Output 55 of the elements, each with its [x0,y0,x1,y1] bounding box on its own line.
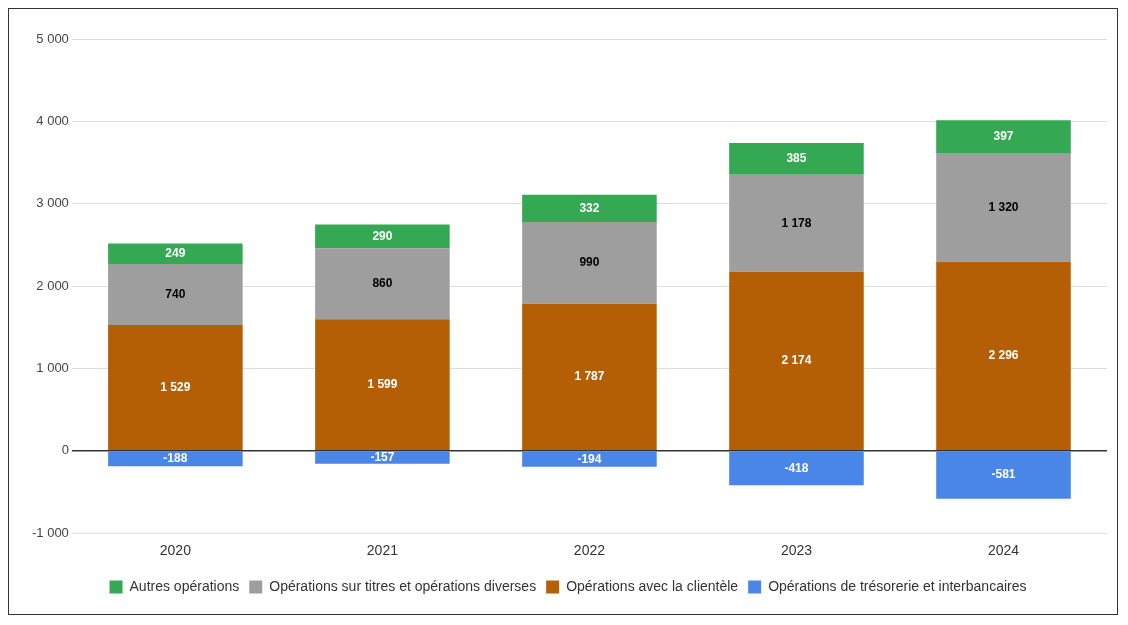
data-label: 1 599 [367,376,398,391]
bar [522,303,657,451]
bar [936,153,1071,262]
data-label: 332 [579,200,600,215]
bar [729,271,864,451]
data-label: -188 [163,451,188,466]
y-tick-label: 1 000 [36,360,69,376]
y-tick-label: 4 000 [36,112,69,128]
bar [522,222,657,304]
data-label: -581 [991,467,1016,482]
y-tick-label: 2 000 [36,277,69,293]
data-label: 397 [993,128,1014,143]
x-tick-label: 2021 [366,542,399,559]
bar [315,319,450,451]
data-label: -418 [784,460,809,475]
bar [108,324,243,451]
data-label: 740 [165,286,186,301]
bar [315,451,450,464]
data-label: 1 787 [574,369,605,384]
bar [108,263,243,325]
y-tick-label: 5 000 [36,30,69,46]
data-label: -157 [370,449,395,464]
bar [729,451,864,486]
data-label: 2 174 [781,353,812,368]
data-label: 990 [579,255,600,270]
x-tick-label: 2022 [573,542,606,559]
y-tick-label: 0 [61,442,69,458]
data-label: 1 178 [781,215,812,230]
bar [522,451,657,467]
data-label: -194 [577,451,602,466]
bar [729,143,864,175]
x-tick-label: 2023 [780,542,813,559]
legend-label: Opérations de trésorerie et interbancaires [768,577,1027,594]
bar [108,243,243,264]
data-label: 1 529 [160,379,191,394]
x-tick-label: 2020 [159,542,192,559]
y-tick-label: -1 000 [31,524,69,540]
bar [729,174,864,272]
data-label: 290 [372,228,393,243]
bar [315,224,450,249]
bar [315,248,450,320]
legend-label: Opérations avec la clientèle [566,577,739,594]
data-label: 860 [372,276,393,291]
bar [936,120,1071,153]
y-tick-label: 3 000 [36,195,69,211]
data-label: 385 [786,151,807,166]
legend-label: Autres opérations [129,577,240,594]
bar [522,194,657,223]
data-label: 2 296 [988,348,1019,363]
bar [936,261,1071,451]
data-label: 1 320 [988,199,1019,214]
data-label: 249 [165,246,186,260]
legend-label: Opérations sur titres et opérations diverses [269,577,537,594]
x-tick-label: 2024 [987,542,1020,559]
bar [936,451,1071,499]
